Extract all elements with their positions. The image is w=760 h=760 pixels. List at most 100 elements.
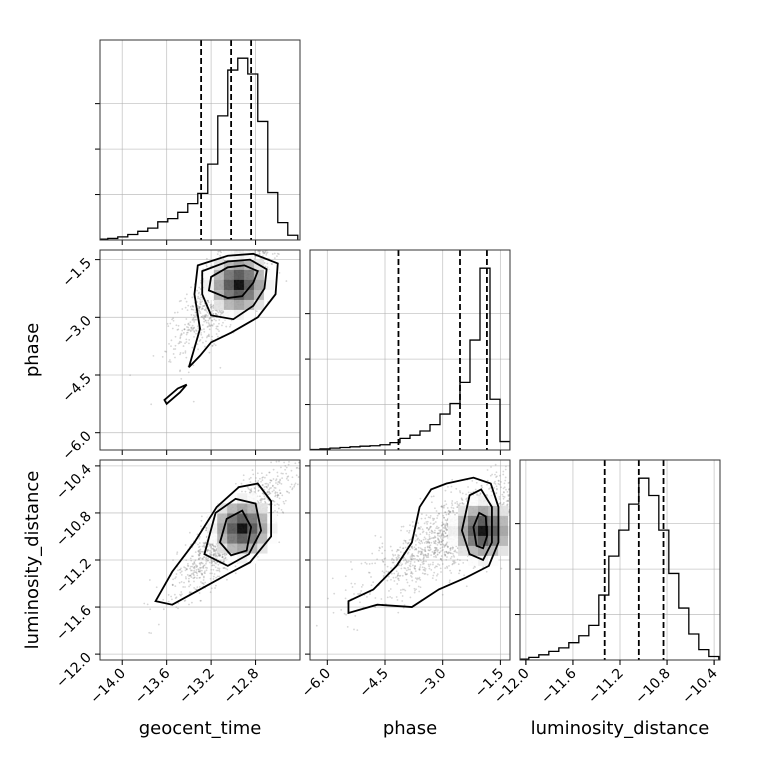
- sample-point: [263, 251, 266, 254]
- sample-point: [511, 532, 513, 534]
- sample-point: [204, 541, 207, 544]
- sample-point: [247, 236, 249, 238]
- sample-point: [438, 542, 441, 544]
- sample-point: [280, 246, 282, 248]
- sample-point: [211, 544, 214, 547]
- sample-point: [405, 573, 408, 576]
- sample-point: [184, 350, 187, 352]
- sample-point: [215, 549, 217, 551]
- sample-point: [204, 316, 207, 318]
- sample-point: [443, 546, 446, 548]
- sample-point: [221, 555, 224, 558]
- sample-point: [410, 554, 413, 557]
- sample-point: [190, 329, 192, 332]
- sample-point: [358, 593, 361, 596]
- sample-point: [454, 513, 456, 516]
- density-cell: [203, 289, 215, 300]
- sample-point: [424, 554, 427, 557]
- density-cell: [267, 523, 278, 534]
- sample-point: [199, 300, 202, 303]
- sample-point: [243, 231, 245, 233]
- sample-point: [275, 207, 277, 209]
- sample-point: [187, 322, 190, 325]
- sample-point: [198, 570, 201, 573]
- sample-point: [539, 505, 541, 507]
- sample-point: [503, 496, 506, 498]
- sample-point: [262, 476, 264, 479]
- sample-point: [200, 525, 202, 528]
- sample-point: [277, 247, 279, 249]
- sample-point: [204, 581, 207, 584]
- sample-point: [456, 500, 458, 503]
- sample-point: [418, 590, 421, 593]
- sample-point: [458, 572, 460, 575]
- sample-point: [402, 525, 405, 528]
- sample-point: [193, 574, 195, 577]
- sample-point: [253, 228, 255, 230]
- sample-point: [257, 501, 260, 504]
- sample-point: [262, 237, 264, 239]
- sample-point: [461, 499, 464, 502]
- sample-point: [187, 371, 190, 374]
- sample-point: [442, 506, 445, 509]
- sample-point: [465, 493, 468, 496]
- sample-point: [224, 567, 227, 570]
- sample-point: [382, 561, 385, 563]
- sample-point: [186, 331, 188, 334]
- sample-point: [514, 493, 516, 495]
- density-cell: [253, 279, 265, 290]
- sample-point: [433, 542, 436, 545]
- sample-point: [194, 311, 197, 314]
- sample-point: [204, 308, 206, 311]
- sample-point: [176, 311, 179, 314]
- sample-point: [411, 545, 413, 548]
- sample-point: [539, 490, 541, 492]
- sample-point: [288, 460, 290, 463]
- sample-point: [388, 590, 390, 592]
- sample-point: [444, 511, 447, 514]
- sample-point: [205, 264, 208, 266]
- density-cell: [217, 513, 228, 524]
- sample-point: [199, 303, 202, 306]
- sample-point: [278, 208, 280, 210]
- density-cell: [207, 523, 218, 534]
- sample-point: [258, 232, 260, 234]
- sample-point: [214, 344, 217, 347]
- sample-point: [187, 577, 190, 580]
- sample-point: [199, 557, 202, 559]
- sample-point: [168, 342, 170, 345]
- sample-point: [421, 531, 424, 534]
- sample-point: [202, 576, 205, 579]
- sample-point: [196, 572, 198, 575]
- sample-point: [344, 597, 347, 600]
- sample-point: [240, 242, 242, 244]
- sample-point: [530, 487, 532, 489]
- sample-point: [410, 576, 413, 578]
- sample-point: [297, 461, 300, 464]
- sample-point: [381, 570, 384, 573]
- sample-point: [173, 593, 176, 596]
- density-cell: [247, 533, 258, 544]
- sample-point: [179, 568, 182, 571]
- sample-point: [234, 482, 237, 485]
- sample-point: [174, 311, 176, 314]
- sample-point: [197, 550, 200, 553]
- sample-point: [274, 495, 277, 498]
- sample-point: [420, 551, 423, 554]
- sample-point: [276, 503, 279, 506]
- sample-point: [443, 516, 445, 519]
- sample-point: [190, 573, 193, 575]
- contour-level-3: [154, 482, 273, 606]
- sample-point: [445, 551, 448, 554]
- sample-point: [403, 604, 406, 607]
- sample-point: [440, 524, 443, 527]
- sample-point: [436, 573, 439, 576]
- sample-point: [374, 606, 377, 609]
- sample-point: [422, 568, 425, 571]
- sample-point: [490, 466, 492, 468]
- sample-point: [534, 473, 536, 475]
- sample-point: [291, 476, 294, 479]
- sample-point: [295, 474, 298, 477]
- sample-point: [365, 562, 368, 565]
- sample-point: [192, 308, 195, 311]
